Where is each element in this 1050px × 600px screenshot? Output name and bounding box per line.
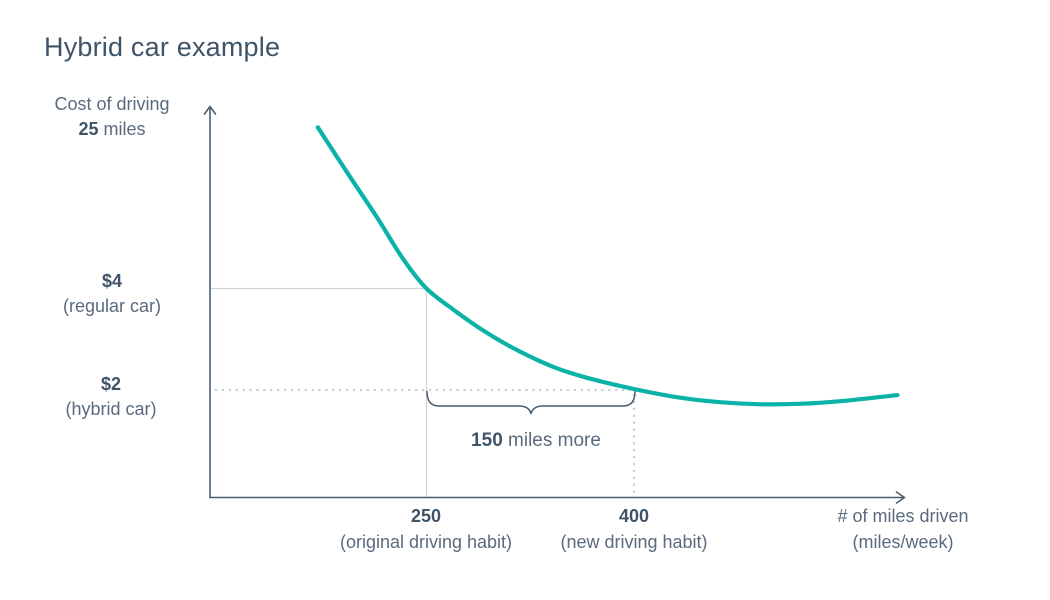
annotation-150-miles-more: 150 miles more (471, 428, 601, 453)
y-tick-regular-car-value: $4 (101, 271, 123, 291)
brace-150-miles (426, 390, 636, 415)
cost-curve (315, 125, 900, 407)
x-axis-title-line1: # of miles driven (837, 506, 969, 526)
y-axis-title-line1: Cost of driving (54, 94, 170, 114)
y-tick-hybrid-car-value: $2 (100, 374, 122, 394)
y-tick-regular-car: $4 (regular car) (63, 269, 161, 319)
chart-title: Hybrid car example (44, 32, 281, 63)
y-axis-title-bold: 25 (78, 119, 99, 139)
annotation-text: miles more (508, 430, 601, 451)
x-tick-original-habit-value: 250 (410, 506, 442, 526)
y-axis-title-suffix: miles (103, 119, 146, 139)
guide-250-to-4-dollars (211, 287, 428, 497)
x-tick-new-habit-value: 400 (618, 506, 650, 526)
x-axis-title-line2: (miles/week) (852, 532, 954, 552)
x-axis-arrow-icon (895, 491, 906, 504)
x-tick-original-habit-caption: (original driving habit) (339, 532, 513, 552)
y-axis-title-line2: 25 miles (54, 117, 169, 142)
y-axis-arrow-icon (203, 105, 217, 115)
annotation-bold: 150 (471, 430, 503, 451)
x-tick-original-habit: 250 (original driving habit) (340, 503, 512, 555)
x-tick-new-habit: 400 (new driving habit) (560, 503, 707, 555)
y-tick-hybrid-car-caption: (hybrid car) (65, 399, 157, 419)
y-tick-regular-car-caption: (regular car) (62, 296, 162, 316)
x-tick-new-habit-caption: (new driving habit) (560, 532, 708, 552)
y-tick-hybrid-car: $2 (hybrid car) (65, 372, 156, 422)
y-axis-title: Cost of driving 25 miles (54, 92, 169, 142)
x-axis-title: # of miles driven (miles/week) (837, 503, 968, 555)
